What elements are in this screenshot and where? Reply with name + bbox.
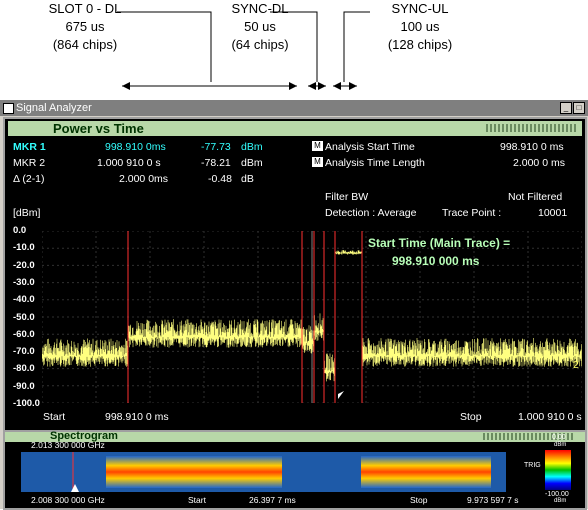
x-stop-label: Stop [460,411,482,423]
analysis-length-label: Analysis Time Length [325,157,425,169]
spec-start-value: 26.397 7 ms [249,495,296,505]
y-tick-label: -80.0 [13,363,35,375]
sync-ul-name: SYNC-UL [391,1,449,16]
spectrogram-title-bar: Spectrogram [5,430,585,442]
marker2-time: 1.000 910 0 s [97,157,161,169]
marker2-label: MKR 2 [13,157,46,169]
slot0-name: SLOT 0 - DL [48,1,122,16]
app-icon [3,103,14,114]
annotation-arrows [117,11,370,90]
scale-bottom-unit: dBm [554,498,567,504]
color-scale-bar [545,450,571,490]
marker2-flag: 2 [573,359,579,371]
scale-top-unit: dBm [554,442,567,448]
power-vs-time-plot[interactable] [42,231,582,403]
detection-label: Detection : Average [325,207,417,219]
x-stop-value: 1.000 910 0 s [518,411,582,423]
annotation-area: SLOT 0 - DL 675 us (864 chips) SYNC-DL 5… [0,0,588,110]
y-tick-label: -60.0 [13,328,35,340]
y-tick-label: -20.0 [13,259,35,271]
y-tick-label: -70.0 [13,346,35,358]
scale-bottom: -100.00 [545,491,569,498]
y-unit-label: [dBm] [13,207,41,219]
delta-unit: dB [241,173,254,185]
start-time-title: Start Time (Main Trace) = [368,236,511,250]
sync-ul-annotation: SYNC-UL 100 us (128 chips) [365,0,475,54]
spectrogram-title: Spectrogram [50,430,118,442]
m-icon: M [312,157,323,167]
pane-title-stripes [486,124,578,132]
marker2-value: -78.21 [201,157,231,169]
delta-value: -0.48 [208,173,232,185]
sync-ul-duration: 100 us [400,19,440,34]
spec-stop-label: Stop [410,495,428,505]
spectrogram-pane[interactable]: Spectrogram 2.013 300 000 GHz 2.008 300 … [3,430,587,510]
marker1-time: 998.910 0ms [105,141,166,153]
trace-point-label: Trace Point : [442,207,502,219]
start-time-value: 998.910 000 ms [392,254,480,268]
x-start-label: Start [43,411,66,423]
delta-label: Δ (2-1) [13,173,45,185]
slot0-annotation: SLOT 0 - DL 675 us (864 chips) [30,0,140,54]
spectrogram-image[interactable] [21,452,506,492]
sync-ul-chips: (128 chips) [387,37,453,52]
marker1-value: -77.73 [201,141,231,153]
power-vs-time-pane[interactable]: Power vs Time MKR 1 998.910 0ms -77.73 d… [3,117,587,433]
y-tick-label: -30.0 [13,276,35,288]
y-tick-label: -10.0 [13,242,35,254]
delta-time: 2.000 0ms [119,173,169,185]
sync-dl-chips: (64 chips) [231,37,289,52]
maximize-button[interactable]: □ [573,102,585,114]
marker1-unit: dBm [241,141,263,153]
filter-bw-value: Not Filtered [508,191,563,203]
marker1-label: MKR 1 [13,141,46,153]
marker2-unit: dBm [241,157,263,169]
analysis-start-value: 998.910 0 ms [500,141,564,153]
scale-top: 0.00 [552,434,566,441]
analysis-start-label: Analysis Start Time [325,141,415,153]
y-tick-label: 0.0 [13,225,27,236]
analysis-length-value: 2.000 0 ms [513,157,565,169]
spectrogram-title-stripes [483,433,575,440]
sync-dl-duration: 50 us [244,19,276,34]
pane-title-bar: Power vs Time [8,121,582,136]
y-tick-label: -100.0 [13,398,40,409]
x-start-value: 998.910 0 ms [105,411,169,423]
minimize-button[interactable]: _ [560,102,572,114]
spec-stop-value: 9.973 597 7 s [467,495,519,505]
slot0-chips: (864 chips) [52,37,118,52]
trig-label: TRIG [524,462,541,469]
filter-bw-label: Filter BW [325,191,369,203]
freq-bottom: 2.008 300 000 GHz [31,495,105,505]
trace-point-value: 10001 [538,207,568,219]
window-titlebar[interactable]: Signal Analyzer _ □ [0,100,588,116]
y-tick-label: -90.0 [13,380,35,392]
window-title: Signal Analyzer [16,102,92,114]
freq-top: 2.013 300 000 GHz [31,440,105,450]
spec-start-label: Start [188,495,206,505]
y-tick-label: -50.0 [13,311,35,323]
signal-analyzer-window: Signal Analyzer _ □ Power vs Time MKR 1 … [0,100,588,510]
pane-title: Power vs Time [53,121,144,136]
y-tick-label: -40.0 [13,294,35,306]
m-icon: M [312,141,323,151]
slot0-duration: 675 us [65,19,105,34]
